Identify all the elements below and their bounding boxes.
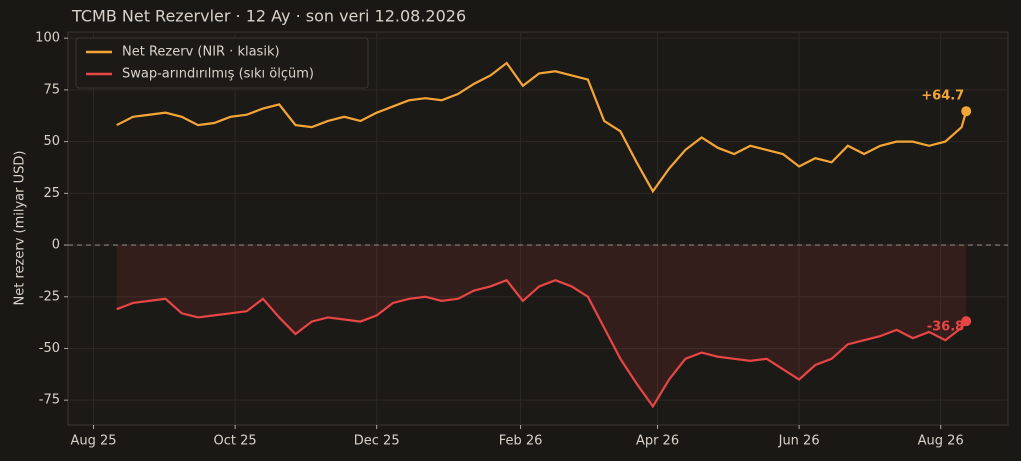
line [116, 61, 968, 194]
legend-label: Net Rezerv (NIR · klasik) [122, 45, 280, 60]
line [116, 278, 968, 409]
x-tick-label: Apr 26 [636, 434, 679, 449]
y-tick-label: -50 [39, 341, 60, 356]
x-tick-label: Oct 25 [214, 434, 257, 449]
x-tick-label: Feb 26 [499, 434, 543, 449]
y-axis-label: Net rezerv (milyar USD) [13, 151, 28, 306]
x-tick-label: Aug 25 [70, 434, 116, 449]
y-tick-label: -25 [39, 289, 60, 304]
area [116, 245, 967, 407]
y-tick-label: 100 [35, 31, 60, 46]
plot-area [67, 31, 1009, 426]
x-tick-label: Dec 25 [354, 434, 400, 449]
y-tick-label: -75 [39, 393, 60, 408]
legend-box [75, 37, 369, 89]
chart-title: TCMB Net Rezervler · 12 Ay · son veri 12… [71, 7, 466, 26]
end-point [961, 316, 972, 327]
end-point [961, 106, 972, 117]
legend-label: Swap-arındırılmış (sıkı ölçüm) [122, 67, 314, 82]
y-tick-label: 0 [52, 238, 60, 253]
y-tick-label: 25 [43, 186, 60, 201]
y-tick-label: 75 [43, 82, 60, 97]
end-label: -36.8 [927, 320, 964, 335]
end-label: +64.7 [921, 89, 964, 104]
x-tick-label: Aug 26 [918, 434, 964, 449]
y-tick-label: 50 [43, 134, 60, 149]
x-tick-label: Jun 26 [778, 434, 820, 449]
